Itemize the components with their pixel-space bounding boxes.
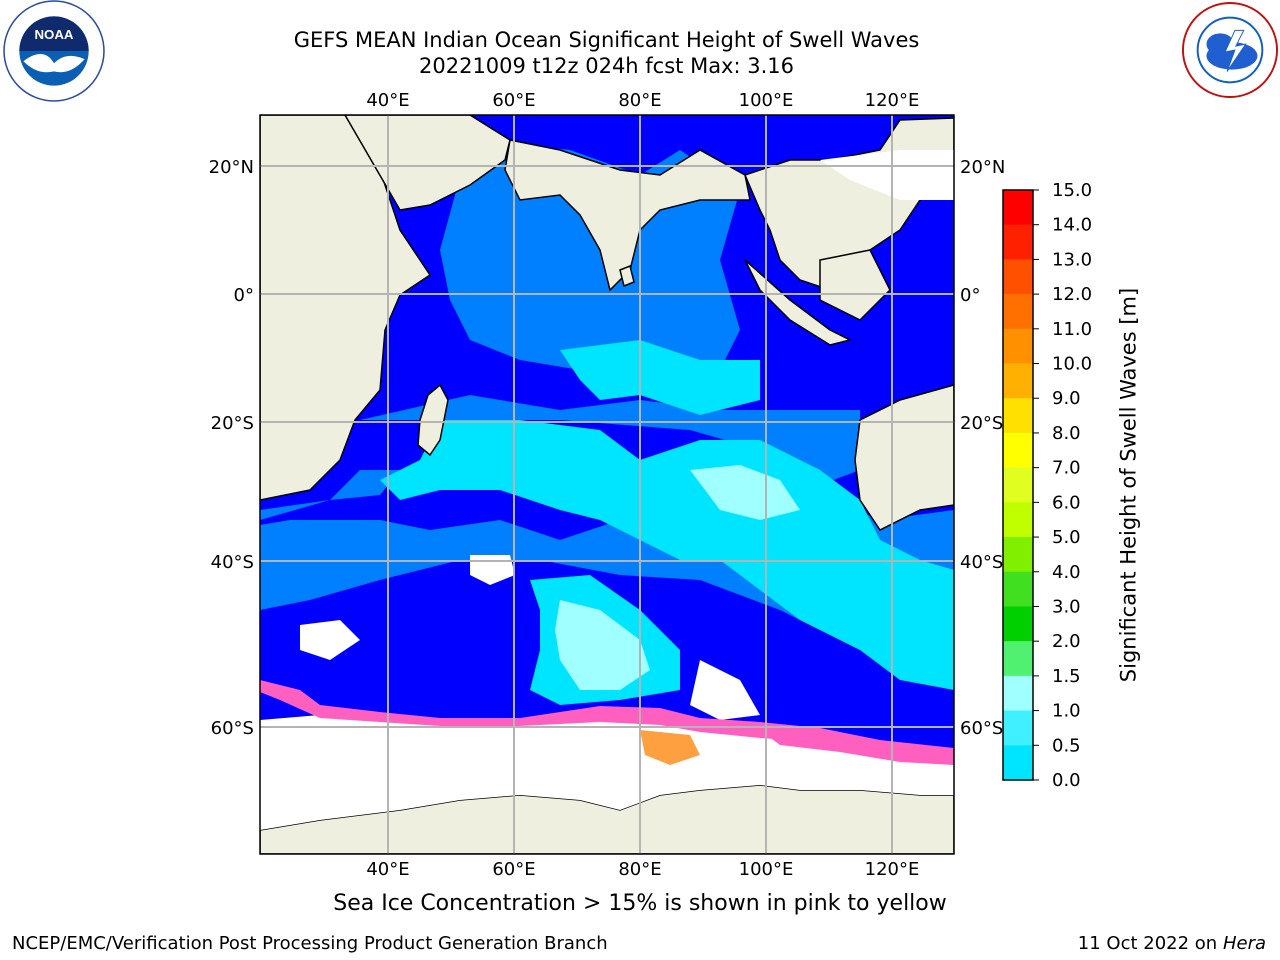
colorbar-tick-label: 0.0 <box>1052 770 1081 791</box>
y-tick-label-left: 20°N <box>209 157 254 178</box>
x-tick-label-bottom: 100°E <box>739 859 794 880</box>
colorbar-tick-label: 9.0 <box>1052 388 1081 409</box>
footer-credit: NCEP/EMC/Verification Post Processing Pr… <box>12 933 608 954</box>
colorbar-swatch <box>1003 467 1033 503</box>
y-tick-label-right: 20°S <box>960 413 1003 434</box>
map-gridlines <box>260 115 954 854</box>
svg-text:NOAA: NOAA <box>34 27 73 42</box>
colorbar-tick-label: 2.0 <box>1052 631 1081 652</box>
colorbar: 15.0 14.0 13.0 12.0 11.0 10.0 9.0 8.0 7.0 6.0 5.0 4… <box>1002 180 1092 791</box>
colorbar-swatch <box>1003 537 1033 573</box>
noaa-logo: NOAA <box>3 0 105 102</box>
colorbar-tick-label: 12.0 <box>1052 284 1092 305</box>
colorbar-swatch <box>1003 294 1033 330</box>
sea-ice-note: Sea Ice Concentration > 15% is shown in … <box>0 891 1280 916</box>
colorbar-tick-label: 8.0 <box>1052 423 1081 444</box>
x-axis-top: 40°E 60°E 80°E 100°E 120°E <box>366 90 919 111</box>
colorbar-swatch <box>1003 328 1033 365</box>
y-tick-label-left: 20°S <box>211 413 254 434</box>
x-tick-label-top: 40°E <box>366 90 409 111</box>
sea-ice-note-text: Sea Ice Concentration > 15% is shown in … <box>333 891 947 916</box>
colorbar-tick-label: 4.0 <box>1052 562 1081 583</box>
x-axis-bottom: 40°E 60°E 80°E 100°E 120°E <box>366 859 919 880</box>
y-tick-label-right: 20°N <box>960 157 1005 178</box>
colorbar-swatch <box>1003 641 1033 677</box>
colorbar-tick-label: 10.0 <box>1052 354 1092 375</box>
y-tick-label-left: 0° <box>234 285 254 306</box>
colorbar-swatch <box>1003 745 1033 781</box>
colorbar-swatch <box>1003 259 1033 295</box>
y-tick-label-right: 60°S <box>960 718 1003 739</box>
x-tick-label-bottom: 40°E <box>366 859 409 880</box>
colorbar-tick-label: 3.0 <box>1052 596 1081 617</box>
colorbar-tick-label: 5.0 <box>1052 527 1081 548</box>
colorbar-tick-label: 7.0 <box>1052 458 1081 479</box>
colorbar-tick-label: 1.5 <box>1052 666 1081 687</box>
colorbar-tick-label: 11.0 <box>1052 319 1092 340</box>
colorbar-label: Significant Height of Swell Waves [m] <box>1116 287 1141 683</box>
swell-layer-2.0-3.0 <box>555 465 800 690</box>
x-tick-label-bottom: 80°E <box>618 859 661 880</box>
nws-logo <box>1181 1 1279 99</box>
colorbar-swatch <box>1003 571 1033 607</box>
map-frame <box>259 114 955 855</box>
x-tick-label-top: 60°E <box>492 90 535 111</box>
x-tick-label-top: 100°E <box>739 90 794 111</box>
x-tick-label-top: 80°E <box>618 90 661 111</box>
colorbar-swatch <box>1003 398 1033 434</box>
chart-subtitle: 20221009 t12z 024h fcst Max: 3.16 <box>419 54 794 78</box>
y-tick-label-left: 40°S <box>211 552 254 573</box>
colorbar-tick-label: 0.5 <box>1052 735 1081 756</box>
y-tick-label-left: 60°S <box>211 718 254 739</box>
y-tick-label-right: 40°S <box>960 552 1003 573</box>
colorbar-swatch <box>1003 710 1033 746</box>
colorbar-swatch <box>1003 502 1033 538</box>
footer-date: 11 Oct 2022 on Hera <box>1078 933 1266 954</box>
colorbar-swatch <box>1003 432 1033 469</box>
colorbar-tick-label: 1.0 <box>1052 701 1081 722</box>
colorbar-tick-label: 13.0 <box>1052 249 1092 270</box>
colorbar-swatch <box>1003 190 1033 226</box>
sea-ice-band <box>260 680 954 765</box>
footer-host: Hera <box>1222 933 1266 954</box>
colorbar-swatch <box>1003 224 1033 260</box>
y-axis-left: 20°N 0° 20°S 40°S 60°S <box>209 157 254 739</box>
colorbar-swatch <box>1003 606 1033 642</box>
x-tick-label-top: 120°E <box>865 90 920 111</box>
footer-date-text: 11 Oct 2022 on <box>1077 933 1218 954</box>
colorbar-tick-label: 15.0 <box>1052 180 1092 201</box>
colorbar-swatch <box>1003 675 1033 712</box>
colorbar-frame <box>1002 189 1034 781</box>
x-tick-label-bottom: 120°E <box>865 859 920 880</box>
x-tick-label-bottom: 60°E <box>492 859 535 880</box>
colorbar-swatch <box>1003 363 1033 399</box>
y-tick-label-right: 0° <box>960 285 980 306</box>
map-area <box>260 115 954 854</box>
y-axis-right: 20°N 0° 20°S 40°S 60°S <box>960 157 1005 739</box>
colorbar-tick-label: 14.0 <box>1052 215 1092 236</box>
colorbar-tick-label: 6.0 <box>1052 492 1081 513</box>
chart-title: GEFS MEAN Indian Ocean Significant Heigh… <box>293 28 920 52</box>
